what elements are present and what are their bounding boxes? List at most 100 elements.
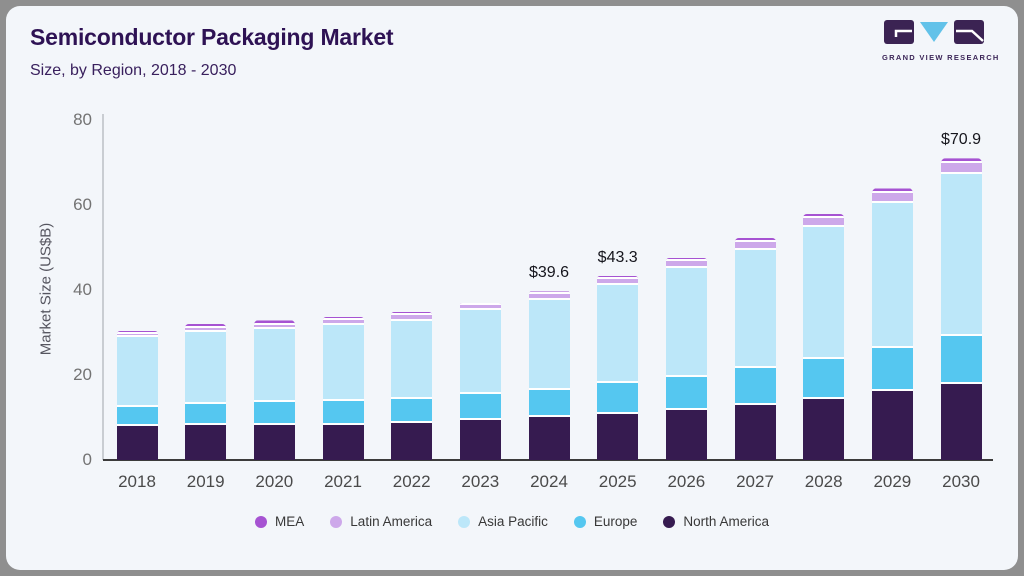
bar-2028-mea xyxy=(803,213,845,218)
bar-2020-latin-america xyxy=(253,324,295,330)
bar-2023-mea xyxy=(459,302,501,306)
chart-card xyxy=(6,6,1018,570)
x-tick-2021: 2021 xyxy=(324,472,362,491)
legend-label-asia-pacific: Asia Pacific xyxy=(478,514,548,529)
legend-item-asia-pacific: Asia Pacific xyxy=(458,514,548,529)
y-tick-20: 20 xyxy=(73,364,92,384)
bar-2025-europe xyxy=(597,383,639,414)
y-tick-80: 80 xyxy=(73,109,92,129)
bar-2023-latin-america xyxy=(459,305,501,311)
bar-2026-latin-america xyxy=(665,261,707,269)
bar-2022-europe xyxy=(391,399,433,424)
bar-2020-asia-pacific xyxy=(253,329,295,402)
x-tick-2029: 2029 xyxy=(873,472,912,491)
x-axis-line xyxy=(103,459,993,461)
bar-2021-latin-america xyxy=(322,319,364,326)
bar-2018-mea xyxy=(116,331,158,335)
data-label-2030: $70.9 xyxy=(941,131,982,149)
bar-2022-latin-america xyxy=(391,314,433,322)
bar-2028-asia-pacific xyxy=(803,226,845,360)
bar-2019-mea xyxy=(185,323,227,328)
bar-2030-north-america xyxy=(940,383,982,460)
bar-2029-europe xyxy=(871,347,913,392)
bar-2026-north-america xyxy=(665,409,707,460)
bar-2030-asia-pacific xyxy=(940,173,982,336)
bar-2025-mea xyxy=(597,275,639,279)
bar-2024-mea xyxy=(528,291,570,295)
x-tick-2019: 2019 xyxy=(186,472,225,491)
bar-2020-mea xyxy=(253,320,295,325)
bar-2018-asia-pacific xyxy=(116,337,158,407)
page-subtitle: Size, by Region, 2018 - 2030 xyxy=(30,62,237,79)
bar-2022-north-america xyxy=(391,423,433,460)
legend-dot-asia-pacific xyxy=(458,515,471,528)
x-tick-2023: 2023 xyxy=(461,472,500,491)
bar-2027-latin-america xyxy=(734,241,776,250)
bar-2024-europe xyxy=(528,389,570,418)
data-label-2025: $43.3 xyxy=(597,248,638,266)
bar-2020-europe xyxy=(253,401,295,425)
bar-2026-asia-pacific xyxy=(665,268,707,377)
legend-dot-latin-america xyxy=(330,515,343,528)
legend-item-europe: Europe xyxy=(573,514,638,529)
legend-dot-mea xyxy=(255,515,268,528)
legend-dot-europe xyxy=(573,515,586,528)
bar-2018-north-america xyxy=(116,426,158,460)
legend-label-latin-america: Latin America xyxy=(350,514,433,529)
bar-2020-north-america xyxy=(253,424,295,460)
bar-2018-latin-america xyxy=(116,334,158,338)
legend-item-latin-america: Latin America xyxy=(330,514,432,529)
bar-2028-latin-america xyxy=(803,217,845,227)
y-tick-60: 60 xyxy=(73,194,92,214)
bar-2021-europe xyxy=(322,401,364,425)
bar-2030-latin-america xyxy=(940,162,982,174)
legend-label-europe: Europe xyxy=(593,514,638,529)
gvr-logo-icon xyxy=(884,20,984,44)
bar-2023-europe xyxy=(459,394,501,420)
x-tick-2026: 2026 xyxy=(667,472,706,491)
bar-2029-north-america xyxy=(871,391,913,460)
x-tick-2028: 2028 xyxy=(804,472,843,491)
x-tick-2030: 2030 xyxy=(942,472,980,491)
bar-2024-asia-pacific xyxy=(528,300,570,390)
bar-2027-north-america xyxy=(734,404,776,460)
bar-2027-mea xyxy=(734,237,776,242)
legend: MEA Latin America Asia Pacific Europe North … xyxy=(0,514,1024,529)
legend-item-mea: MEA xyxy=(255,514,304,529)
bar-2023-asia-pacific xyxy=(459,310,501,395)
x-tick-2018: 2018 xyxy=(118,472,156,491)
bar-2027-europe xyxy=(734,367,776,405)
gvr-logo: GRAND VIEW RESEARCH xyxy=(882,18,1000,62)
bar-2028-north-america xyxy=(803,399,845,460)
gvr-logo-text: GRAND VIEW RESEARCH xyxy=(882,53,1000,62)
bar-2022-mea xyxy=(391,311,433,315)
x-tick-2022: 2022 xyxy=(392,472,431,491)
bar-2019-europe xyxy=(185,403,227,426)
bar-2018-europe xyxy=(116,406,158,427)
bar-2030-europe xyxy=(940,335,982,384)
legend-label-mea: MEA xyxy=(275,514,305,529)
bar-2021-north-america xyxy=(322,424,364,460)
bar-2019-north-america xyxy=(185,425,227,460)
y-tick-40: 40 xyxy=(73,279,92,299)
bar-2023-north-america xyxy=(459,420,501,460)
bar-2019-asia-pacific xyxy=(185,332,227,404)
x-tick-2024: 2024 xyxy=(530,472,568,491)
x-tick-2020: 2020 xyxy=(255,472,294,491)
bar-2026-mea xyxy=(665,257,707,262)
bar-2019-latin-america xyxy=(185,327,227,333)
bar-2030-mea xyxy=(940,158,982,163)
bar-2029-asia-pacific xyxy=(871,202,913,348)
bar-2021-asia-pacific xyxy=(322,325,364,402)
legend-item-north-america: North America xyxy=(663,514,769,529)
page-title: Semiconductor Packaging Market xyxy=(30,24,394,50)
bar-2024-latin-america xyxy=(528,294,570,301)
bar-2029-mea xyxy=(871,188,913,194)
bar-2021-mea xyxy=(322,317,364,320)
bar-2026-europe xyxy=(665,376,707,410)
legend-dot-north-america xyxy=(663,515,676,528)
bar-2028-europe xyxy=(803,359,845,400)
bar-2025-latin-america xyxy=(597,278,639,285)
y-tick-0: 0 xyxy=(82,450,92,469)
